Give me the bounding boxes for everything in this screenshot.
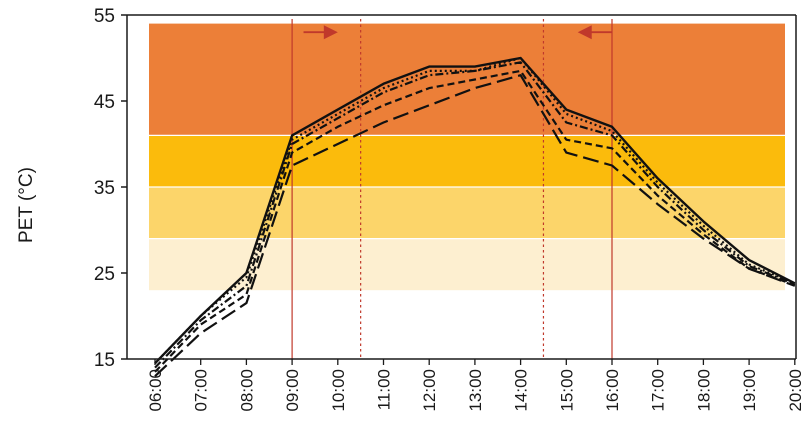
- x-tick-label: 15:00: [557, 369, 576, 412]
- comfort-bands: [149, 23, 785, 291]
- y-tick-label: 45: [94, 92, 115, 113]
- series-line-dashed: [154, 69, 796, 373]
- y-tick-label: 35: [94, 178, 115, 199]
- x-tick-label: 10:00: [329, 369, 348, 412]
- y-tick-labels: 15 25 35 45 55: [94, 6, 127, 371]
- x-tick-label: 17:00: [649, 369, 668, 412]
- series-line-solid: [154, 56, 796, 365]
- x-tick-label: 11:00: [375, 369, 394, 410]
- x-tick-label: 08:00: [237, 369, 256, 412]
- series-line-long-dash: [154, 74, 796, 378]
- y-tick-label: 15: [94, 350, 115, 371]
- x-tick-label: 20:00: [786, 369, 805, 412]
- x-tick-label: 09:00: [283, 369, 302, 412]
- x-tick-label: 12:00: [420, 369, 439, 412]
- comfort-band-0: [149, 238, 785, 291]
- x-tick-label: 16:00: [603, 369, 622, 412]
- annotation-arrows: [303, 25, 612, 40]
- y-axis-title: PET (°C): [16, 167, 37, 243]
- comfort-band-2: [149, 135, 785, 187]
- x-tick-label: 06:00: [146, 369, 165, 412]
- y-tick-label: 25: [94, 264, 115, 285]
- arrow-right: [303, 25, 338, 40]
- x-tick-label: 13:00: [466, 369, 485, 412]
- x-tick-label: 19:00: [740, 369, 759, 412]
- comfort-band-1: [149, 187, 785, 239]
- time-markers: [291, 19, 613, 359]
- series-line-dash-dot: [154, 61, 796, 369]
- x-tick-label: 14:00: [512, 369, 531, 412]
- x-tick-label: 18:00: [694, 369, 713, 412]
- comfort-band-3: [149, 23, 785, 136]
- arrow-left: [577, 25, 612, 40]
- y-tick-label: 55: [94, 6, 115, 27]
- x-tick-labels: 06:00 07:00 08:00 09:00 10:00 11:00 12:00 13:00…: [146, 359, 805, 412]
- x-tick-label: 07:00: [192, 369, 211, 412]
- pet-series: [154, 56, 796, 378]
